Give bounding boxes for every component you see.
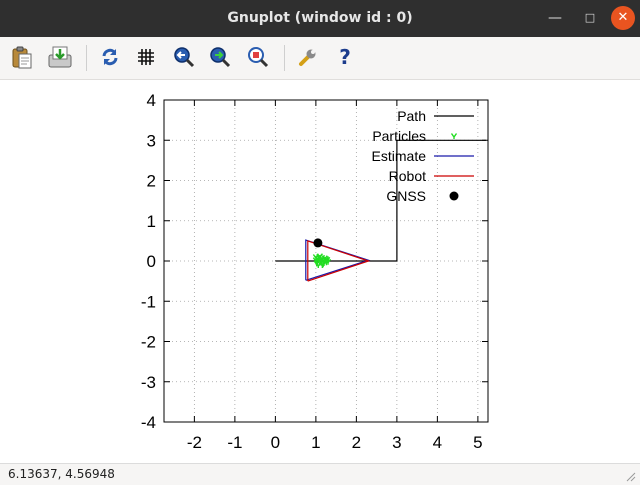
legend-swatch xyxy=(449,191,459,201)
legend: Path Particles Estimate Robot GNSS xyxy=(372,108,474,204)
grid-icon xyxy=(138,49,154,65)
zoom-forward-icon xyxy=(210,47,231,68)
robot-line xyxy=(307,240,371,282)
zoom-back-icon xyxy=(174,47,195,68)
autoscale-button[interactable] xyxy=(244,43,272,71)
y-tick-label: 1 xyxy=(147,212,156,231)
x-tick-label: 3 xyxy=(392,433,401,452)
path-line xyxy=(275,139,486,262)
status-bar: 6.13637, 4.56948 xyxy=(0,463,640,485)
toolbar: ? xyxy=(0,37,640,80)
y-tick-label: -3 xyxy=(141,373,156,392)
clipboard-icon xyxy=(12,46,32,69)
y-tick-label: -1 xyxy=(141,292,156,311)
y-tick-label: -2 xyxy=(141,333,156,352)
zoom-fit-icon xyxy=(248,47,269,68)
plot-canvas[interactable]: -2 -1 0 1 2 3 4 5 4 3 2 1 0 -1 -2 -3 -4 Path Particles Est… xyxy=(0,80,640,463)
y-tick-label: -4 xyxy=(141,413,156,432)
legend-label: Particles xyxy=(372,128,426,144)
resize-grip-icon[interactable] xyxy=(624,470,636,482)
x-tick-label: 5 xyxy=(473,433,482,452)
y-tick-label: 0 xyxy=(147,252,156,271)
replot-button[interactable] xyxy=(96,43,124,71)
x-tick-label: 0 xyxy=(271,433,280,452)
legend-label: GNSS xyxy=(386,188,426,204)
export-icon xyxy=(48,46,72,68)
window-title: Gnuplot (window id : 0) xyxy=(227,10,413,26)
particle-point xyxy=(316,253,323,260)
toggle-grid-button[interactable] xyxy=(132,43,160,71)
toolbar-separator xyxy=(284,45,285,71)
legend-label: Estimate xyxy=(372,148,427,164)
close-button[interactable]: ✕ xyxy=(611,6,635,30)
title-bar: Gnuplot (window id : 0) — □ ✕ xyxy=(0,0,640,37)
y-tick-label: 2 xyxy=(147,172,156,191)
help-button[interactable]: ? xyxy=(331,43,359,71)
export-button[interactable] xyxy=(46,43,74,71)
x-tick-label: 2 xyxy=(352,433,361,452)
particle-point xyxy=(322,257,329,264)
plot-series xyxy=(275,139,486,282)
toolbar-separator xyxy=(86,45,87,71)
y-tick-label: 3 xyxy=(147,131,156,150)
maximize-button[interactable]: □ xyxy=(584,11,596,24)
plot-border xyxy=(163,99,489,423)
x-tick-label: -2 xyxy=(187,433,202,452)
settings-button[interactable] xyxy=(294,43,322,71)
plot-area[interactable]: -2 -1 0 1 2 3 4 5 4 3 2 1 0 -1 -2 -3 -4 Path Particles Est… xyxy=(0,80,640,463)
legend-label: Path xyxy=(397,108,426,124)
wrench-icon xyxy=(299,49,316,66)
minimize-button[interactable]: — xyxy=(548,10,562,26)
help-icon: ? xyxy=(339,45,351,69)
x-tick-label: 1 xyxy=(311,433,320,452)
zoom-previous-button[interactable] xyxy=(170,43,198,71)
particle-point xyxy=(314,258,321,265)
y-tick-label: 4 xyxy=(147,91,156,110)
plot-axes xyxy=(163,99,489,423)
particle-point xyxy=(319,262,326,269)
mouse-coordinates: 6.13637, 4.56948 xyxy=(8,467,115,481)
gnss-point xyxy=(313,238,323,248)
tick-labels: -2 -1 0 1 2 3 4 5 4 3 2 1 0 -1 -2 -3 -4 xyxy=(141,91,483,452)
legend-label: Robot xyxy=(389,168,426,184)
zoom-next-button[interactable] xyxy=(206,43,234,71)
refresh-icon xyxy=(102,48,118,66)
x-tick-label: 4 xyxy=(433,433,442,452)
copy-to-clipboard-button[interactable] xyxy=(8,43,36,71)
legend-swatch xyxy=(450,133,458,139)
x-tick-label: -1 xyxy=(227,433,242,452)
